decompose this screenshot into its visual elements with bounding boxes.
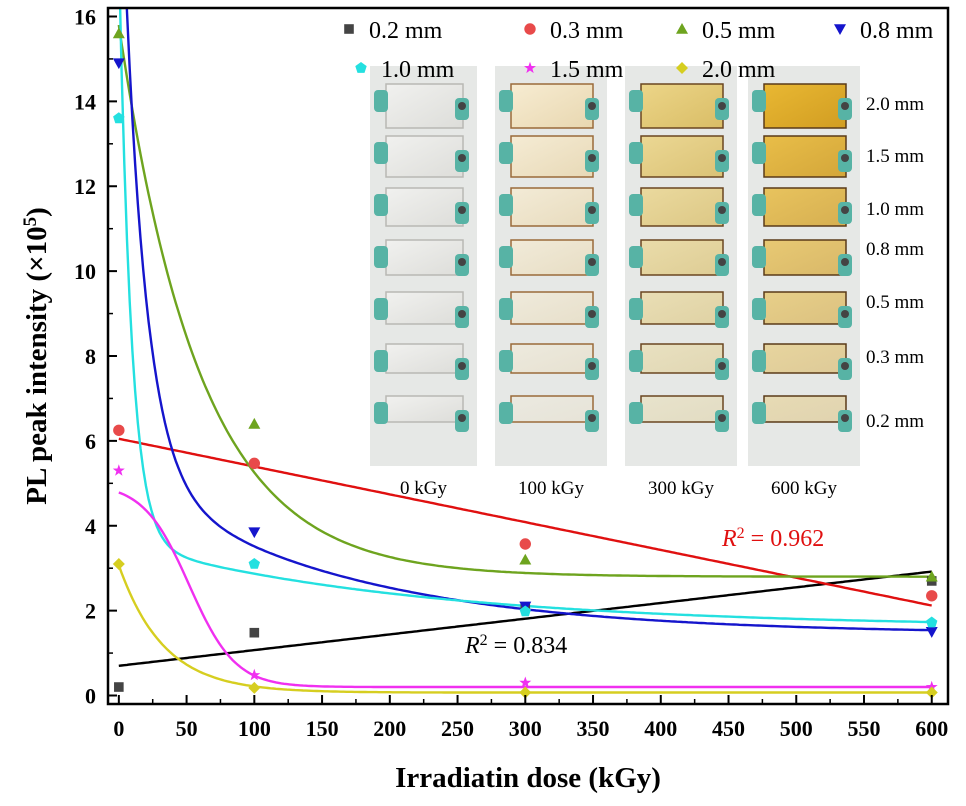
legend-entry: 0.3 mm [524,18,624,44]
legend-marker [524,61,536,74]
x-tick-label: 200 [373,716,406,741]
inset-thickness-label: 0.5 mm [866,292,924,313]
data-point-15mm [519,676,532,688]
y-tick-label: 6 [85,429,96,454]
legend: 0.2 mm 0.3 mm 0.5 mm 0.8 mm 1.0 mm 1.5 mm 2.0 … [344,18,934,83]
inset-dose-label: 0 kGy [400,478,447,499]
y-tick-label: 12 [74,174,96,199]
legend-label: 0.8 mm [860,18,934,44]
data-point-20mm [248,681,261,694]
inset-dose-label: 100 kGy [518,478,584,499]
data-point-10mm [926,616,938,628]
x-tick-label: 450 [712,716,745,741]
x-tick-label: 150 [306,716,339,741]
data-point-03mm [248,457,261,470]
x-tick-label: 0 [113,716,124,741]
data-point-20mm [112,557,125,570]
x-tick-label: 250 [441,716,474,741]
legend-marker [344,24,354,34]
inset-thickness-label: 0.8 mm [866,239,924,260]
inset-photo-panel [370,66,477,466]
inset-thickness-label: 1.5 mm [866,146,924,167]
sample-photo-inset: 0 kGy 100 kGy 300 kGy 600 kGy 2.0 mm 1.5 mm 1.… [370,66,924,499]
data-point-08mm [248,527,261,539]
legend-marker [676,23,688,34]
y-tick-label: 2 [85,599,96,624]
r2-annotation-red: R2 = 0.962 [721,525,824,553]
inset-thickness-label: 2.0 mm [866,94,924,115]
fit-curve-20mm [117,564,932,694]
inset-thickness-label: 0.3 mm [866,347,924,368]
legend-marker [834,24,846,35]
inset-photo-panel [625,66,737,466]
inset-thickness-label: 1.0 mm [866,199,924,220]
y-tick-label: 16 [74,4,96,29]
inset-dose-label: 600 kGy [771,478,837,499]
data-point-15mm [925,680,938,693]
legend-marker [676,62,688,74]
y-tick-label: 10 [74,259,96,284]
x-tick-label: 300 [509,716,542,741]
fit-curve-02mm [118,570,932,667]
x-axis-title: Irradiatin dose (kGy) [395,762,661,794]
y-tick-label: 8 [85,344,96,369]
axes: 0 50 100 150 200 250 300 350 400 450 500 550 600 0 2 4 6… [74,4,948,741]
data-point-15mm [112,464,125,476]
y-tick-label: 14 [74,89,96,114]
data-point-15mm [248,668,261,681]
y-axis-title: PL peak intensity (×105) [20,207,54,505]
x-tick-label: 550 [848,716,881,741]
data-points [112,27,938,699]
data-point-20mm [519,686,532,699]
legend-entry: 0.5 mm [676,18,776,44]
x-tick-label: 50 [176,716,198,741]
legend-marker [355,62,367,73]
legend-label: 0.5 mm [702,18,776,44]
inset-photo-panel [748,66,860,466]
data-point-10mm [519,605,531,617]
x-tick-label: 600 [915,716,948,741]
legend-entry: 0.8 mm [834,18,934,44]
data-point-10mm [248,558,260,569]
x-tick-label: 350 [577,716,610,741]
data-point-20mm [925,686,938,699]
data-point-10mm [113,112,125,124]
legend-label: 0.3 mm [550,18,624,44]
data-point-08mm [925,627,938,638]
data-point-03mm [519,538,531,550]
legend-entry: 1.0 mm [355,57,455,83]
x-tick-label: 400 [644,716,677,741]
inset-photo-panel [495,66,607,466]
data-point-05mm [248,417,261,429]
data-point-05mm [112,27,125,39]
legend-entry: 2.0 mm [676,57,776,83]
fit-curve-05mm [117,24,932,578]
data-point-03mm [926,590,938,602]
data-point-05mm [519,553,532,565]
data-point-03mm [113,424,125,436]
legend-label: 1.5 mm [550,57,624,83]
legend-label: 2.0 mm [702,57,776,83]
legend-label: 1.0 mm [381,57,455,83]
x-tick-label: 100 [238,716,271,741]
data-point-02mm [114,682,124,692]
x-tick-label: 500 [780,716,813,741]
y-tick-label: 0 [85,684,96,709]
legend-entry: 1.5 mm [524,57,624,83]
y-tick-label: 4 [85,514,96,539]
legend-label: 0.2 mm [369,18,443,44]
legend-entry: 0.2 mm [344,18,443,44]
data-point-08mm [112,58,125,70]
inset-dose-label: 300 kGy [648,478,714,499]
r2-annotation-black: R2 = 0.834 [464,632,567,660]
data-point-02mm [249,627,260,638]
legend-marker [524,23,536,35]
inset-thickness-label: 0.2 mm [866,411,924,432]
data-point-05mm [925,570,938,582]
